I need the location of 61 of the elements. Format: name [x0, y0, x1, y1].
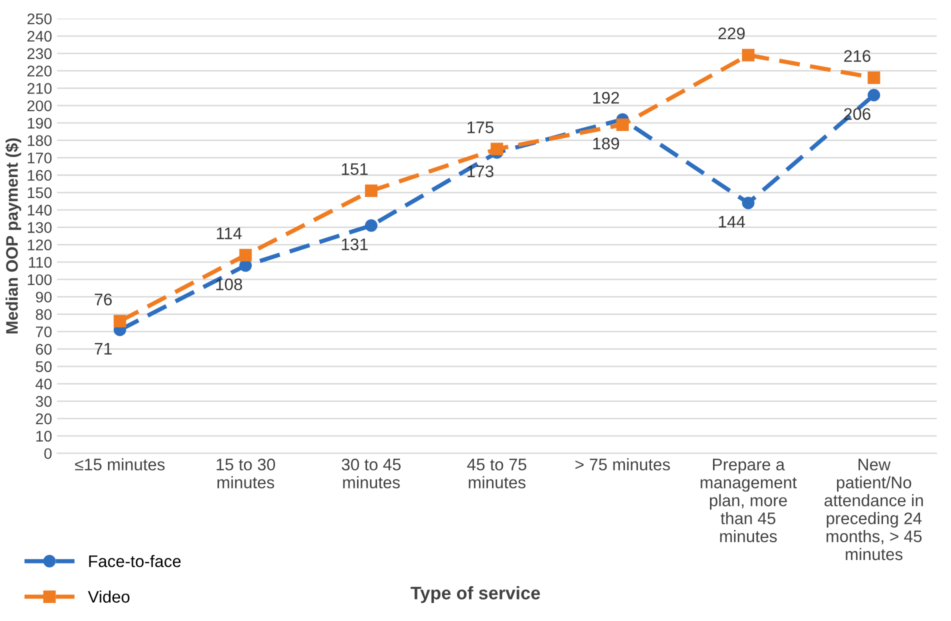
y-tick-label: 0	[44, 448, 52, 460]
point	[868, 72, 880, 84]
data-label: 108	[216, 278, 242, 290]
x-tick-label: 15 to 30 minutes	[216, 458, 276, 488]
y-tick-label: 100	[28, 274, 52, 286]
data-label: 151	[342, 163, 368, 175]
x-tick-label: Prepare a management plan, more than 45 minutes	[700, 458, 797, 542]
y-tick-label: 20	[36, 413, 52, 424]
y-tick-label: 180	[28, 135, 52, 146]
y-tick-label: 240	[27, 30, 52, 42]
point	[364, 219, 378, 232]
data-label: 229	[718, 28, 745, 40]
point	[868, 88, 880, 102]
data-label: 206	[844, 108, 870, 120]
y-tick-label: 30	[36, 396, 52, 407]
y-tick-label: 40	[36, 378, 52, 390]
data-label: 216	[844, 50, 870, 62]
x-tick-label: > 75 minutes	[575, 458, 670, 470]
y-tick-label: 10	[36, 430, 52, 442]
y-tick-label: 230	[27, 48, 52, 60]
y-tick-label: 50	[36, 361, 52, 372]
point	[742, 196, 754, 210]
data-label: 192	[593, 92, 619, 104]
data-label: 131	[342, 238, 368, 250]
data-label: 144	[718, 216, 745, 228]
y-tick-label: 60	[36, 344, 52, 355]
y-tick-label: 70	[36, 326, 52, 338]
point	[114, 314, 126, 328]
y-tick-label: 200	[27, 100, 52, 112]
point	[490, 142, 504, 156]
y-axis-title: Median OOP payment ($)	[5, 138, 22, 334]
data-label: 173	[468, 165, 494, 178]
data-label: 114	[216, 228, 242, 240]
y-tick-label: 160	[28, 170, 52, 181]
y-tick-label: 110	[29, 256, 52, 268]
y-tick-label: 210	[27, 83, 52, 94]
point	[239, 248, 252, 262]
data-label: 189	[593, 138, 620, 150]
data-label: 175	[468, 122, 494, 134]
x-tick-label: ≤15 minutes	[75, 458, 165, 470]
data-label: 76	[94, 294, 112, 306]
y-tick-label: 130	[28, 222, 52, 233]
y-tick-label: 170	[28, 152, 52, 164]
legend-label: Face-to-face	[89, 554, 181, 568]
point	[742, 48, 754, 62]
y-tick-label: 220	[27, 66, 52, 76]
x-tick-label: 30 to 45 minutes	[342, 458, 401, 488]
data-label: 71	[94, 342, 112, 354]
y-tick-label: 150	[28, 187, 52, 198]
y-tick-label: 190	[28, 118, 52, 129]
point	[616, 118, 629, 131]
point	[364, 184, 378, 198]
legend-label: Video	[88, 590, 130, 603]
y-tick-label: 120	[28, 240, 52, 250]
y-tick-label: 80	[36, 309, 52, 320]
y-tick-label: 90	[36, 292, 52, 303]
x-tick-label: New patient/No attendance in preceding 24 months, > 45 minutes	[824, 458, 923, 560]
x-axis-title: Type of service	[410, 586, 540, 604]
y-tick-label: 250	[27, 14, 52, 24]
x-tick-label: 45 to 75 minutes	[467, 458, 526, 488]
y-tick-label: 140	[28, 204, 52, 216]
